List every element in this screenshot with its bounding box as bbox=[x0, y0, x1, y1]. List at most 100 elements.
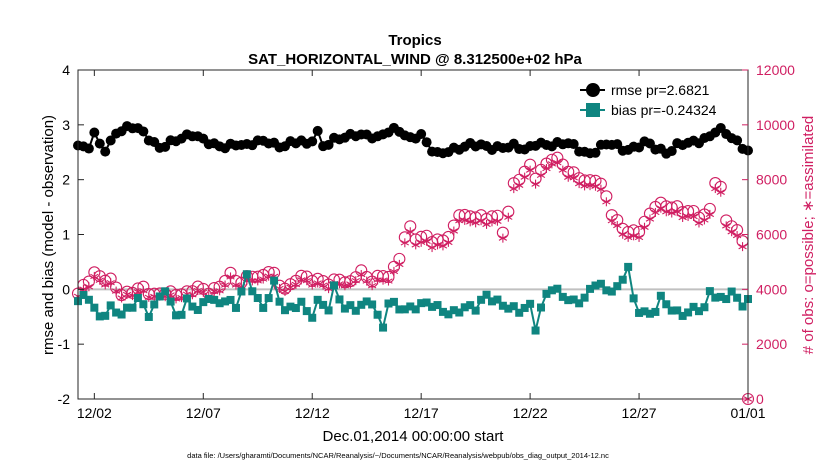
bias-point bbox=[84, 295, 93, 304]
assimilated-obs-point bbox=[569, 173, 578, 183]
bias-point bbox=[133, 293, 142, 302]
y-tick-label: 0 bbox=[62, 281, 70, 297]
asterisk-stroke bbox=[618, 231, 627, 237]
bias-point bbox=[596, 279, 605, 288]
asterisk-stroke bbox=[395, 261, 404, 268]
asterisk-stroke bbox=[84, 284, 94, 290]
bias-point bbox=[537, 303, 546, 312]
asterisk-stroke bbox=[727, 229, 736, 235]
bias-point bbox=[286, 302, 295, 311]
asterisk-stroke bbox=[711, 185, 720, 192]
assimilated-obs-point bbox=[199, 287, 208, 297]
assimilated-obs-point bbox=[416, 237, 426, 247]
assimilated-obs-point bbox=[389, 266, 399, 276]
x-tick-label: 12/22 bbox=[513, 405, 548, 421]
y-tick-label: -2 bbox=[58, 391, 71, 407]
chart-subtitle: SAT_HORIZONTAL_WIND @ 8.312500e+02 hPa bbox=[248, 51, 582, 68]
assimilated-obs-point bbox=[253, 276, 262, 286]
asterisk-stroke bbox=[384, 278, 393, 284]
bias-point bbox=[297, 297, 306, 306]
assimilated-obs-point bbox=[645, 214, 655, 224]
asterisk-stroke bbox=[504, 214, 513, 220]
bias-point bbox=[618, 275, 627, 284]
asterisk-stroke bbox=[433, 242, 442, 248]
bias-point bbox=[526, 299, 535, 308]
bias-point bbox=[678, 311, 687, 320]
bias-point bbox=[460, 303, 469, 312]
asterisk-stroke bbox=[133, 289, 143, 295]
assimilated-obs-point bbox=[422, 236, 431, 246]
bias-point bbox=[591, 281, 600, 290]
bias-point bbox=[438, 307, 447, 316]
asterisk-stroke bbox=[574, 180, 584, 187]
asterisk-stroke bbox=[525, 167, 535, 173]
assimilated-obs-point bbox=[558, 165, 567, 175]
asterisk-stroke bbox=[280, 288, 290, 295]
asterisk-stroke bbox=[678, 214, 687, 221]
bias-point bbox=[193, 305, 202, 314]
rmse-point bbox=[100, 146, 111, 157]
bias-point bbox=[558, 292, 567, 301]
bias-point bbox=[379, 323, 388, 332]
bias-point bbox=[667, 306, 676, 315]
asterisk-stroke bbox=[471, 220, 480, 226]
assimilated-obs-point bbox=[144, 292, 153, 302]
asterisk-stroke bbox=[629, 233, 638, 239]
bias-point bbox=[694, 307, 703, 316]
assimilated-obs-point bbox=[193, 286, 203, 296]
rmse-point bbox=[568, 139, 579, 150]
bias-point bbox=[482, 290, 491, 299]
bias-point bbox=[177, 310, 186, 319]
y-tick-label: -1 bbox=[58, 336, 71, 352]
rmse-point bbox=[83, 143, 94, 154]
bias-point bbox=[493, 295, 502, 304]
asterisk-stroke bbox=[460, 217, 469, 224]
assimilated-obs-point bbox=[357, 269, 366, 279]
bias-point bbox=[705, 287, 714, 296]
rmse-point bbox=[323, 139, 334, 150]
asterisk-stroke bbox=[520, 174, 529, 180]
bias-point bbox=[221, 297, 230, 306]
assimilated-obs-point bbox=[215, 286, 224, 296]
assimilated-obs-point bbox=[673, 207, 682, 217]
assimilated-obs-point bbox=[362, 276, 371, 286]
rmse-point bbox=[105, 135, 116, 146]
assimilated-obs-point bbox=[515, 180, 524, 190]
asterisk-stroke bbox=[144, 294, 153, 301]
assimilated-obs-point bbox=[466, 217, 475, 227]
assimilated-obs-point bbox=[623, 232, 633, 242]
asterisk-stroke bbox=[139, 287, 148, 294]
bias-point bbox=[346, 301, 355, 310]
bias-point bbox=[466, 301, 475, 310]
bias-point bbox=[357, 300, 366, 309]
bias-point bbox=[738, 302, 747, 311]
y2-tick-label: 8000 bbox=[756, 172, 787, 188]
rmse-point bbox=[94, 138, 105, 149]
bias-point bbox=[586, 284, 595, 293]
asterisk-stroke bbox=[531, 181, 540, 187]
assimilated-obs-point bbox=[640, 222, 649, 232]
asterisk-stroke bbox=[122, 291, 132, 298]
assimilated-obs-point bbox=[531, 179, 540, 189]
asterisk-stroke bbox=[199, 289, 208, 295]
asterisk-stroke bbox=[406, 229, 415, 235]
bias-point bbox=[406, 302, 415, 311]
bias-point bbox=[128, 303, 137, 312]
assimilated-obs-point bbox=[732, 231, 742, 241]
bias-point bbox=[395, 305, 404, 314]
rmse-point bbox=[612, 139, 623, 150]
asterisk-stroke bbox=[613, 222, 622, 229]
bias-point bbox=[640, 307, 649, 316]
bias-point bbox=[607, 287, 616, 296]
assimilated-obs-point bbox=[607, 216, 616, 226]
assimilated-obs-point bbox=[231, 280, 241, 290]
asterisk-stroke bbox=[542, 165, 551, 172]
bias-point bbox=[722, 295, 731, 304]
bias-point bbox=[182, 294, 191, 303]
assimilated-obs-point bbox=[84, 282, 94, 292]
bias-point bbox=[727, 287, 736, 296]
assimilated-obs-point bbox=[547, 159, 557, 169]
assimilated-obs-point bbox=[542, 164, 551, 174]
assimilated-obs-point bbox=[210, 287, 219, 297]
rmse-point bbox=[160, 141, 171, 152]
